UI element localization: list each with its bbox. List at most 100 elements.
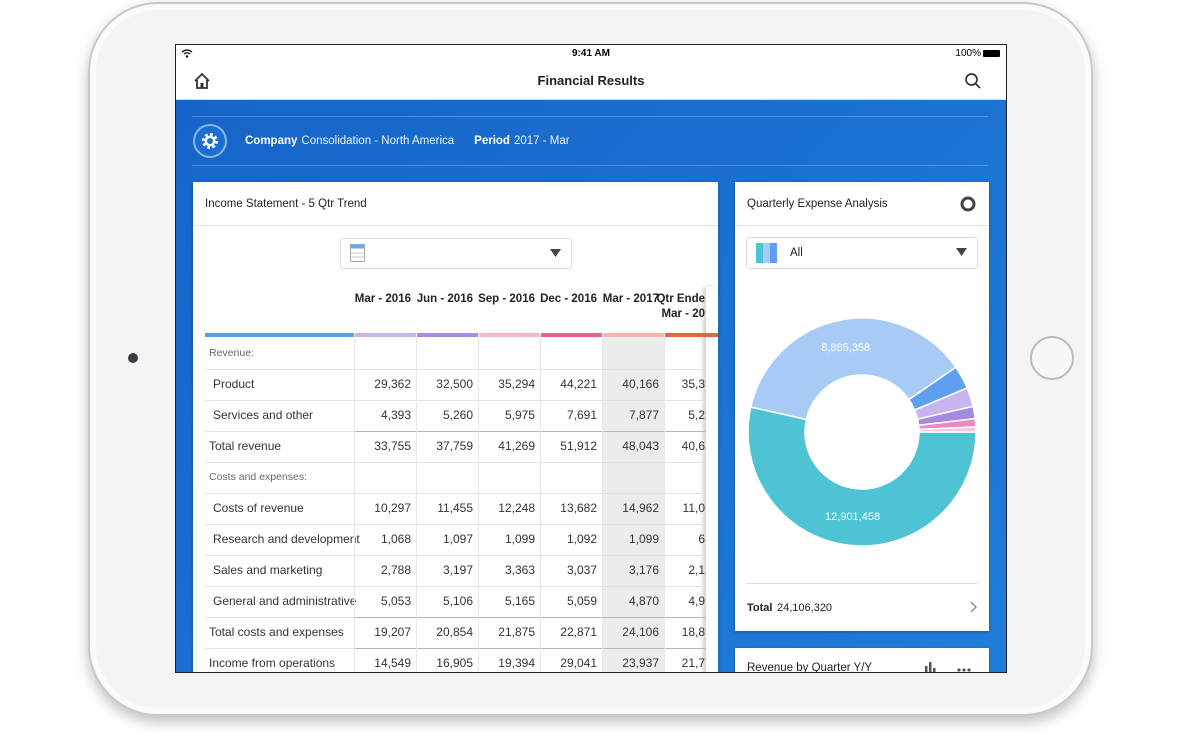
header-bar <box>417 333 478 337</box>
home-button[interactable] <box>1030 336 1074 380</box>
chevron[interactable] <box>970 601 978 613</box>
home-icon[interactable] <box>193 72 211 90</box>
row-label: Income from operations <box>209 656 336 670</box>
settings-button[interactable] <box>193 124 227 158</box>
section-label: Revenue: <box>209 347 254 359</box>
total-line <box>354 617 706 618</box>
cell-value: 5,165 <box>504 594 535 608</box>
filters: Company Consolidation - North America Peri… <box>245 135 570 147</box>
battery-text: 100% <box>955 48 981 59</box>
cell-value: 19,394 <box>498 656 535 670</box>
column-header: Jun - 2016 <box>416 293 473 305</box>
row-line <box>205 586 706 587</box>
cell-value: 2,1 <box>688 563 705 577</box>
cell-value: 20,854 <box>436 625 473 639</box>
cell-value: 2,788 <box>380 563 411 577</box>
column-line <box>478 338 479 672</box>
cell-value: 35,294 <box>498 377 535 391</box>
cell-value: 32,500 <box>436 377 473 391</box>
nav-bar: Financial Results <box>176 63 1006 100</box>
status-bar: 9:41 AM 100% <box>176 45 1006 63</box>
section-label: Costs and expenses: <box>209 471 308 483</box>
cell-value: 29,362 <box>374 377 411 391</box>
cell-value: 1,099 <box>628 532 659 546</box>
filter-value: Consolidation - North America <box>301 135 455 147</box>
battery-icon <box>983 50 1000 57</box>
card-icons[interactable] <box>925 660 975 672</box>
column-header: Mar - 2016 <box>354 293 411 305</box>
cell-value: 7,877 <box>628 408 659 422</box>
filter-dropdown[interactable]: All <box>746 237 978 269</box>
column-header: Dec - 2016 <box>540 293 597 305</box>
search-icon[interactable] <box>964 72 982 90</box>
cell-value: 29,041 <box>560 656 597 670</box>
column-line <box>416 338 417 672</box>
cell-value: 19,207 <box>374 625 411 639</box>
filter-value: All <box>790 247 803 259</box>
wifi-icon <box>181 49 193 58</box>
screen: 9:41 AM 100% Financial Results Company Co… <box>175 44 1007 673</box>
divider <box>193 225 718 226</box>
donut-slice[interactable] <box>749 317 957 421</box>
time: 9:41 AM <box>572 48 610 59</box>
cell-value: 7,691 <box>566 408 597 422</box>
filter-label: Period <box>474 135 510 147</box>
cell-value: 11,0 <box>682 501 705 515</box>
row-label: Total revenue <box>209 439 282 453</box>
column-line <box>664 338 665 672</box>
revenue-card: Revenue by Quarter Y/Y <box>735 648 989 672</box>
row-line <box>205 400 706 401</box>
donut-icon[interactable] <box>960 196 976 212</box>
cell-value: 3,176 <box>628 563 659 577</box>
cell-value: 3,037 <box>566 563 597 577</box>
cell-value: 13,682 <box>560 501 597 515</box>
cell-value: 23,937 <box>622 656 659 670</box>
header-bar <box>665 333 718 337</box>
filter-bar: Company Consolidation - North America Peri… <box>192 116 988 166</box>
row-label: Total costs and expenses <box>209 625 344 639</box>
cell-value: 41,269 <box>498 439 535 453</box>
cell-value: 24,106 <box>622 625 659 639</box>
cell-value: 16,905 <box>436 656 473 670</box>
total-line <box>354 431 706 432</box>
cell-value: 14,549 <box>374 656 411 670</box>
filter-label: Company <box>245 135 298 147</box>
cell-value: 18,8 <box>681 625 705 639</box>
cell-value: 3,363 <box>504 563 535 577</box>
slice-label: 8,885,358 <box>821 342 870 354</box>
donut-chart: 12,901,458 8,885,358 <box>747 317 977 547</box>
cell-value: 21,875 <box>498 625 535 639</box>
cell-value: 6 <box>698 532 705 546</box>
cell-value: 5,106 <box>442 594 473 608</box>
cell-value: 3,197 <box>442 563 473 577</box>
total-value: 24,106,320 <box>777 602 833 614</box>
cell-value: 22,871 <box>560 625 597 639</box>
header-bar <box>205 333 354 337</box>
view-dropdown[interactable] <box>340 238 572 269</box>
slice-label: 12,901,458 <box>825 511 880 523</box>
cell-value: 5,053 <box>380 594 411 608</box>
cell-value: 1,097 <box>442 532 473 546</box>
row-line <box>205 524 706 525</box>
column-header: Qtr Ende <box>656 293 705 305</box>
column-header: Mar - 2017 <box>602 293 659 305</box>
cell-value: 37,759 <box>436 439 473 453</box>
donut-slice[interactable] <box>918 426 977 433</box>
header-bar <box>603 333 664 337</box>
cell-value: 35,3 <box>681 377 705 391</box>
column-header: Mar - 20 <box>661 308 705 320</box>
card-title: Quarterly Expense Analysis <box>747 198 888 210</box>
divider <box>735 225 989 226</box>
camera <box>128 353 138 363</box>
cell-value: 5,975 <box>504 408 535 422</box>
row-label: Product <box>213 377 255 391</box>
row-label: Research and development <box>213 532 360 546</box>
cell-value: 1,068 <box>380 532 411 546</box>
donut-slice[interactable] <box>747 406 977 547</box>
column-header: Sep - 2016 <box>478 293 535 305</box>
cell-value: 40,166 <box>622 377 659 391</box>
cell-value: 48,043 <box>622 439 659 453</box>
cell-value: 1,099 <box>504 532 535 546</box>
card-title: Revenue by Quarter Y/Y <box>747 662 873 672</box>
divider <box>746 583 977 584</box>
